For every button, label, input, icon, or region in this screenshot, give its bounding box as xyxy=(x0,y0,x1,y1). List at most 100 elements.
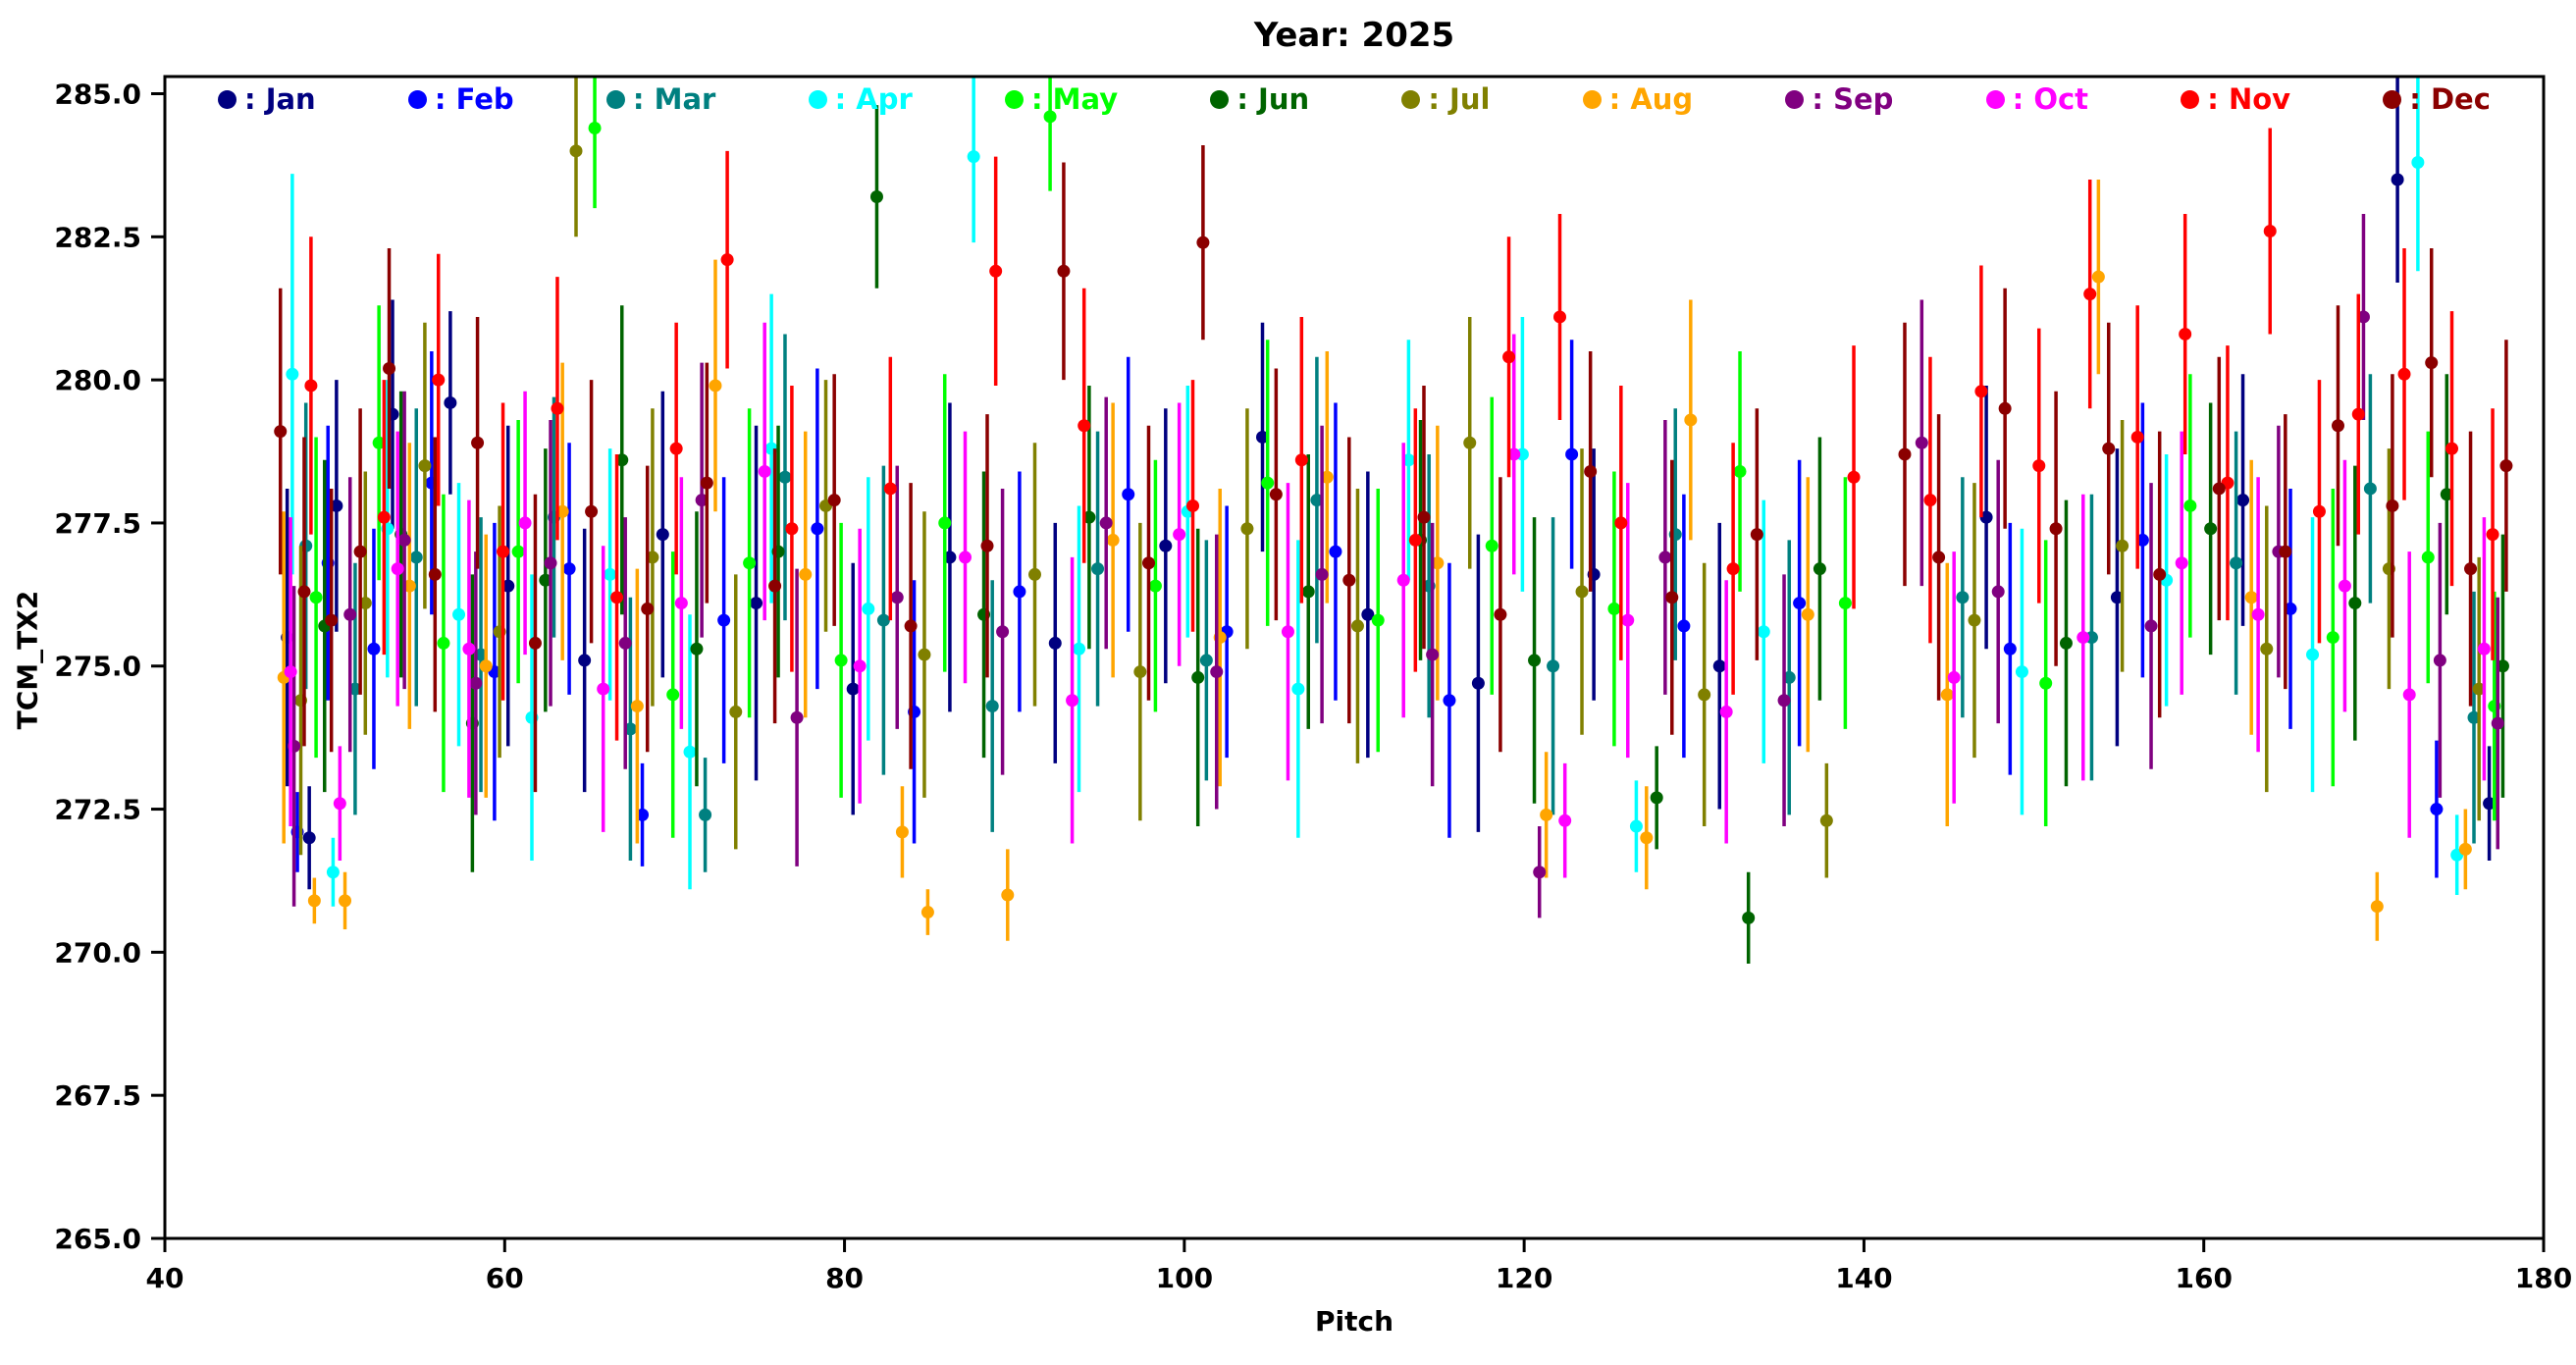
data-point-jul xyxy=(1240,522,1254,536)
data-point-may xyxy=(1733,464,1747,478)
data-point-jul xyxy=(1463,436,1477,449)
data-point-jun xyxy=(1742,911,1756,924)
data-point-nov xyxy=(432,373,446,387)
data-point-nov xyxy=(2445,442,2459,455)
data-point-mar xyxy=(474,648,488,661)
data-point-feb xyxy=(562,562,576,576)
data-point-nov xyxy=(551,401,564,415)
data-point-nov xyxy=(304,379,318,393)
data-point-jul xyxy=(1027,567,1041,581)
data-point-jan xyxy=(578,654,592,667)
data-point-sep xyxy=(544,556,557,570)
data-point-jul xyxy=(1133,665,1147,679)
data-point-may xyxy=(1838,597,1852,610)
data-point-aug xyxy=(339,894,352,908)
data-point-dec xyxy=(274,425,288,439)
data-point-oct xyxy=(758,464,771,478)
y-tick-label: 265.0 xyxy=(54,1223,141,1255)
data-point-jun xyxy=(690,642,704,656)
x-tick-label: 100 xyxy=(1156,1262,1213,1294)
data-point-jul xyxy=(729,705,743,718)
data-point-may xyxy=(1485,539,1498,552)
data-point-dec xyxy=(904,619,918,633)
x-tick-label: 60 xyxy=(486,1262,524,1294)
data-point-dec xyxy=(2464,562,2478,576)
data-point-aug xyxy=(1940,688,1954,702)
data-point-dec xyxy=(1665,591,1679,604)
data-point-apr xyxy=(2411,155,2425,169)
data-point-dec xyxy=(2153,567,2167,581)
data-point-nov xyxy=(989,264,1003,278)
data-point-sep xyxy=(2433,654,2446,667)
data-point-sep xyxy=(1658,551,1672,564)
data-point-oct xyxy=(1281,625,1294,639)
data-point-sep xyxy=(790,710,804,724)
data-point-sep xyxy=(1777,694,1791,708)
data-point-sep xyxy=(1426,648,1440,661)
x-tick-label: 40 xyxy=(146,1262,184,1294)
data-point-feb xyxy=(1677,619,1691,633)
data-point-oct xyxy=(2251,607,2265,621)
data-point-sep xyxy=(1210,665,1224,679)
data-point-nov xyxy=(377,510,391,524)
data-point-jun xyxy=(2348,597,2362,610)
data-point-nov xyxy=(497,545,510,558)
data-point-dec xyxy=(528,636,542,650)
data-point-jul xyxy=(1819,814,1833,827)
data-point-oct xyxy=(1719,705,1733,718)
data-point-mar xyxy=(1956,591,1970,604)
data-point-jun xyxy=(2496,659,2509,673)
data-point-jun xyxy=(869,189,883,203)
data-point-may xyxy=(372,436,386,449)
data-point-mar xyxy=(1199,654,1213,667)
data-point-nov xyxy=(1294,453,1308,467)
data-point-oct xyxy=(1621,613,1635,627)
data-point-dec xyxy=(383,361,396,375)
data-point-nov xyxy=(669,442,683,455)
data-point-nov xyxy=(2351,407,2365,421)
data-point-jan xyxy=(1159,539,1173,552)
data-point-sep xyxy=(469,676,483,690)
data-point-aug xyxy=(1684,413,1698,427)
data-point-jul xyxy=(2260,642,2274,656)
data-point-jun xyxy=(1650,791,1663,805)
data-point-dec xyxy=(297,585,311,599)
data-point-jan xyxy=(750,597,763,610)
data-point-oct xyxy=(391,562,404,576)
data-point-apr xyxy=(452,607,466,621)
data-point-dec xyxy=(2102,442,2116,455)
data-point-nov xyxy=(1614,516,1628,530)
chart-title: Year: 2025 xyxy=(1253,16,1455,55)
data-point-apr xyxy=(1757,625,1770,639)
data-point-nov xyxy=(1553,310,1567,324)
data-point-apr xyxy=(967,150,980,164)
data-point-sep xyxy=(343,607,357,621)
data-point-oct xyxy=(597,682,610,696)
data-point-oct xyxy=(1947,670,1961,684)
data-point-jun xyxy=(615,453,629,467)
data-point-mar xyxy=(985,700,999,713)
data-point-dec xyxy=(980,539,994,552)
data-point-mar xyxy=(1091,562,1105,576)
data-point-sep xyxy=(890,591,904,604)
y-tick-label: 267.5 xyxy=(54,1079,141,1112)
data-point-dec xyxy=(827,494,841,507)
data-point-jan xyxy=(1361,607,1375,621)
data-point-feb xyxy=(2284,602,2297,615)
data-point-sep xyxy=(1915,436,1928,449)
data-point-may xyxy=(743,556,757,570)
data-point-sep xyxy=(996,625,1010,639)
data-point-apr xyxy=(862,602,875,615)
data-point-dec xyxy=(2049,522,2063,536)
data-point-may xyxy=(437,636,450,650)
x-tick-label: 120 xyxy=(1496,1262,1552,1294)
data-point-dec xyxy=(353,545,367,558)
data-point-dec xyxy=(1584,464,1598,478)
y-tick-label: 275.0 xyxy=(54,651,141,683)
data-point-jan xyxy=(2483,797,2497,811)
data-point-apr xyxy=(326,866,340,879)
y-tick-label: 270.0 xyxy=(54,936,141,969)
data-point-mar xyxy=(348,682,362,696)
data-point-dec xyxy=(2279,545,2292,558)
data-point-may xyxy=(2421,551,2435,564)
